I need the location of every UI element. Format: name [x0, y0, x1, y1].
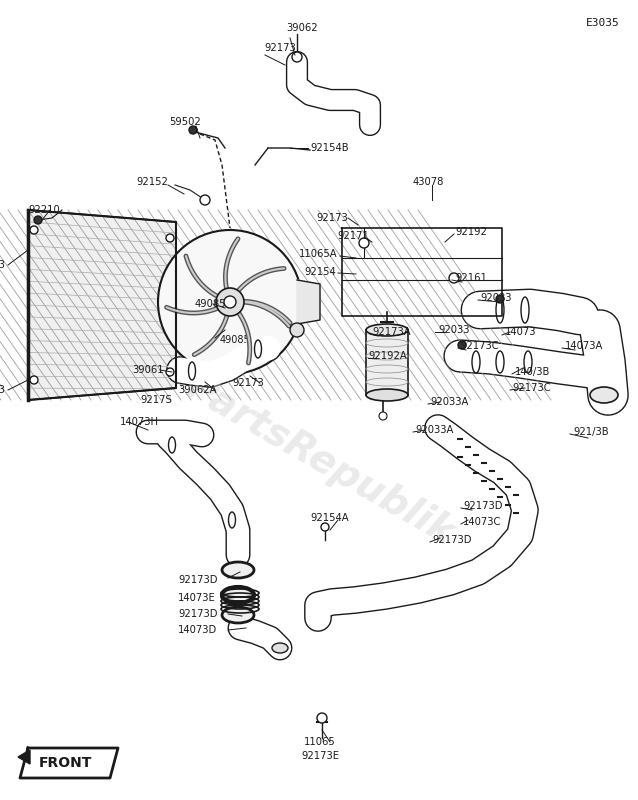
- Circle shape: [30, 376, 38, 384]
- Text: 11065A: 11065A: [299, 249, 338, 259]
- Text: 92154A: 92154A: [311, 513, 350, 523]
- Circle shape: [224, 296, 236, 308]
- Text: 9217S: 9217S: [140, 395, 172, 405]
- Text: 92154: 92154: [304, 267, 336, 277]
- Circle shape: [200, 195, 210, 205]
- Text: 92173: 92173: [264, 43, 296, 53]
- Polygon shape: [20, 748, 118, 778]
- Circle shape: [166, 234, 174, 242]
- Text: 921/3B: 921/3B: [573, 427, 609, 437]
- Circle shape: [321, 523, 329, 531]
- Text: 92173C: 92173C: [512, 383, 551, 393]
- Ellipse shape: [590, 387, 618, 403]
- Circle shape: [189, 126, 197, 134]
- Text: 92154B: 92154B: [310, 143, 348, 153]
- Text: 11065: 11065: [304, 737, 336, 747]
- Bar: [366, 330, 408, 395]
- Text: 92173: 92173: [316, 213, 348, 223]
- Text: 14073C: 14073C: [463, 517, 501, 527]
- Text: 92173D: 92173D: [178, 575, 218, 585]
- Ellipse shape: [222, 587, 254, 603]
- Text: 14073: 14073: [505, 327, 537, 337]
- Circle shape: [317, 713, 327, 723]
- Text: 39062A: 39062A: [179, 385, 218, 395]
- Circle shape: [34, 216, 42, 224]
- Text: 14073A: 14073A: [565, 341, 604, 351]
- Text: FRONT: FRONT: [38, 756, 92, 770]
- Text: 43078: 43078: [412, 177, 443, 187]
- Polygon shape: [18, 750, 30, 764]
- Text: 92033: 92033: [480, 293, 512, 303]
- Text: 14073D: 14073D: [178, 625, 218, 635]
- Text: 92173D: 92173D: [432, 535, 471, 545]
- Circle shape: [30, 226, 38, 234]
- Ellipse shape: [222, 607, 254, 623]
- Text: 92033A: 92033A: [415, 425, 454, 435]
- Text: 39061: 39061: [132, 365, 164, 375]
- Text: 92173E: 92173E: [301, 751, 339, 761]
- Text: 92153: 92153: [0, 260, 5, 270]
- Ellipse shape: [222, 562, 254, 578]
- Circle shape: [292, 52, 302, 62]
- Circle shape: [158, 230, 302, 374]
- Text: 39062: 39062: [286, 23, 318, 33]
- Text: PartsRepublik: PartsRepublik: [179, 368, 461, 552]
- Text: 92173A: 92173A: [372, 327, 411, 337]
- Circle shape: [216, 288, 244, 316]
- Circle shape: [496, 295, 504, 303]
- Text: 14073E: 14073E: [178, 593, 216, 603]
- Circle shape: [379, 412, 387, 420]
- Text: 92161: 92161: [455, 273, 487, 283]
- Text: 92152: 92152: [136, 177, 168, 187]
- Text: 92173C: 92173C: [460, 341, 499, 351]
- Text: 14073H: 14073H: [120, 417, 159, 427]
- Text: 92173: 92173: [232, 378, 264, 388]
- Text: 92033A: 92033A: [430, 397, 468, 407]
- Ellipse shape: [366, 389, 408, 401]
- Text: 92171: 92171: [337, 231, 369, 241]
- Text: 92173D: 92173D: [178, 609, 218, 619]
- Circle shape: [166, 368, 174, 376]
- Text: 92192: 92192: [455, 227, 487, 237]
- Circle shape: [458, 341, 466, 349]
- Text: 92173D: 92173D: [463, 501, 503, 511]
- Text: 92033: 92033: [438, 325, 470, 335]
- Text: 59502: 59502: [169, 117, 201, 127]
- Text: 49085: 49085: [195, 299, 226, 309]
- Text: 92192A: 92192A: [368, 351, 407, 361]
- Polygon shape: [297, 280, 320, 324]
- Circle shape: [359, 238, 369, 248]
- Text: E3035: E3035: [586, 18, 620, 28]
- Circle shape: [290, 323, 304, 337]
- Ellipse shape: [366, 324, 408, 336]
- Polygon shape: [28, 210, 176, 400]
- Text: 140/3B: 140/3B: [515, 367, 551, 377]
- Text: 92210: 92210: [28, 205, 60, 215]
- Circle shape: [449, 273, 459, 283]
- Ellipse shape: [272, 643, 288, 653]
- Text: 92153: 92153: [0, 385, 5, 395]
- Text: 49085: 49085: [220, 335, 251, 345]
